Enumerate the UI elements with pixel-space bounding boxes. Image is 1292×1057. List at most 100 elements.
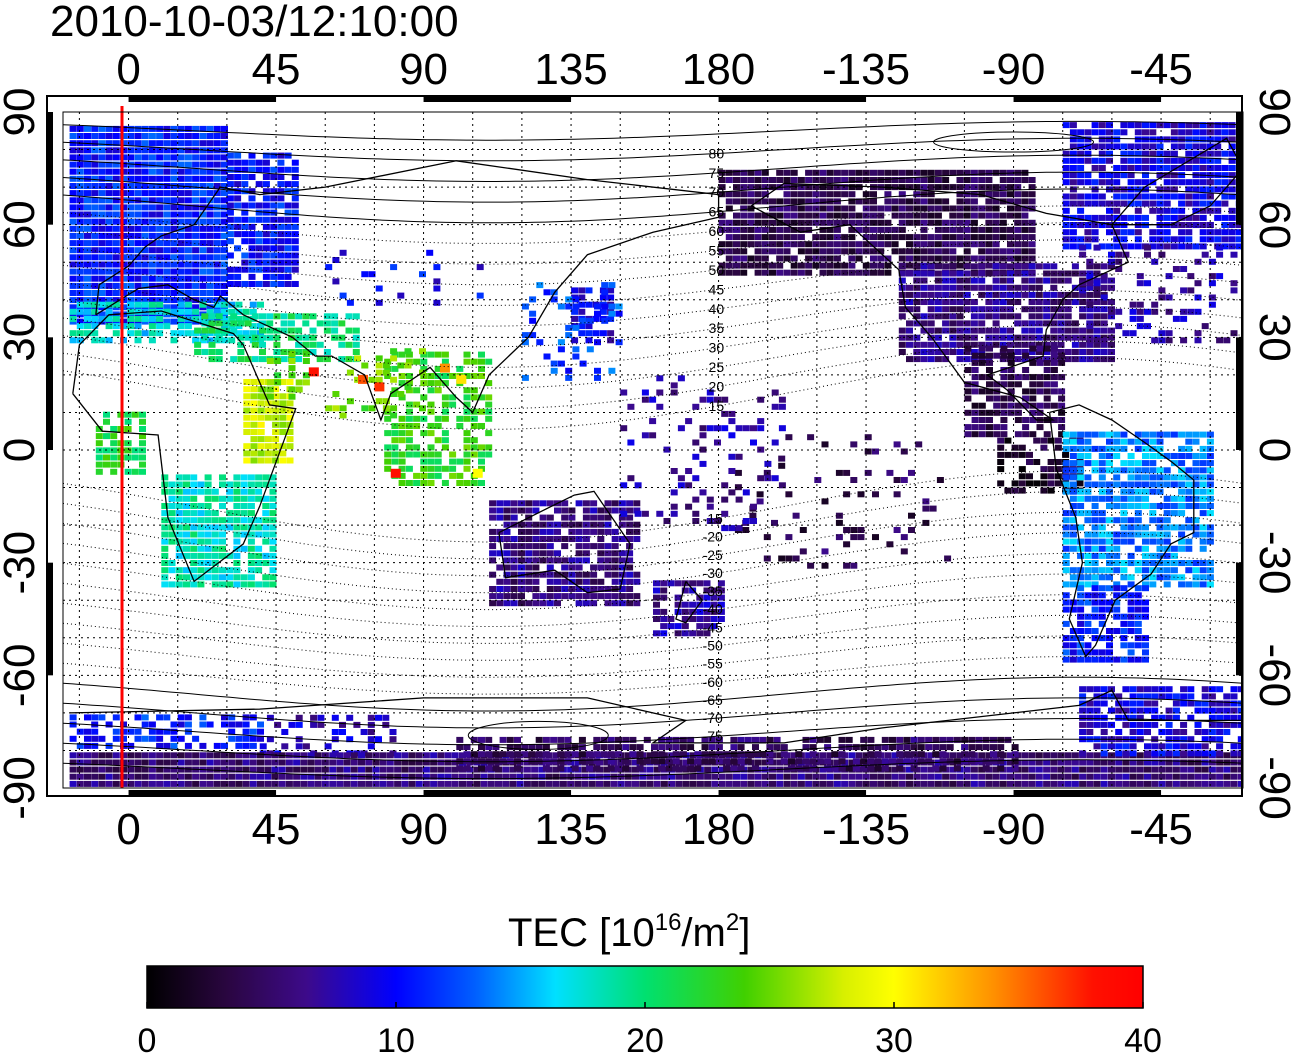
tec-cell xyxy=(545,773,553,780)
tec-cell xyxy=(1134,606,1142,613)
tec-cell xyxy=(1178,481,1186,488)
tec-cell xyxy=(1235,236,1243,243)
tec-cell xyxy=(1084,495,1092,502)
tec-cell xyxy=(568,564,576,571)
tec-cell xyxy=(1156,186,1164,193)
tec-cell xyxy=(279,421,287,428)
tec-cell xyxy=(390,412,398,419)
tec-cell xyxy=(539,557,547,564)
tec-cell xyxy=(1120,157,1128,164)
tec-cell xyxy=(134,140,142,147)
tec-cell xyxy=(740,205,748,212)
tec-cell xyxy=(1054,480,1062,487)
tec-cell xyxy=(721,396,729,403)
tec-cell xyxy=(1149,438,1157,445)
tec-cell xyxy=(546,536,554,542)
tec-cell xyxy=(1098,243,1106,250)
tec-cell xyxy=(1098,467,1106,474)
tec-cell xyxy=(956,349,964,355)
tec-cell xyxy=(1127,193,1135,200)
tec-cell xyxy=(710,616,718,622)
tec-cell xyxy=(309,349,317,355)
tec-cell xyxy=(408,759,416,766)
tec-cell xyxy=(641,396,649,403)
tec-cell xyxy=(561,593,569,600)
tec-cell xyxy=(168,567,176,574)
tec-cell xyxy=(76,268,84,275)
tec-cell xyxy=(1134,136,1142,143)
tec-cell xyxy=(386,766,394,773)
tec-cell xyxy=(287,313,295,320)
tec-cell xyxy=(148,254,156,261)
tec-cell xyxy=(76,261,84,268)
tec-cell xyxy=(1113,438,1121,445)
tec-cell xyxy=(248,159,256,166)
tec-cell xyxy=(1106,129,1113,136)
tec-cell xyxy=(235,773,243,780)
tec-cell xyxy=(1079,327,1087,334)
tec-cell xyxy=(112,218,120,225)
tec-cell xyxy=(234,181,242,188)
tec-cell xyxy=(235,766,243,773)
tec-cell xyxy=(1035,349,1043,355)
tec-cell xyxy=(372,780,380,787)
tec-cell xyxy=(91,766,99,773)
tec-cell xyxy=(286,407,294,414)
tec-cell xyxy=(98,225,106,232)
tec-cell xyxy=(1057,306,1065,313)
tec-cell xyxy=(1058,395,1066,402)
tec-cell xyxy=(139,426,146,432)
tec-cell xyxy=(1199,214,1207,221)
tec-cell xyxy=(877,234,885,241)
tec-cell xyxy=(1098,172,1106,179)
tec-cell xyxy=(747,262,755,269)
tec-cell xyxy=(163,133,171,139)
tec-cell xyxy=(1050,349,1058,355)
tec-cell xyxy=(1170,122,1178,129)
tec-cell xyxy=(503,536,511,542)
tec-cell xyxy=(510,500,518,507)
tec-cell xyxy=(826,184,834,191)
tec-cell xyxy=(84,204,91,211)
tec-cell xyxy=(518,528,525,535)
tec-cell xyxy=(1106,635,1113,642)
tec-cell xyxy=(721,510,729,517)
tec-cell xyxy=(578,301,586,308)
tec-cell xyxy=(247,560,255,566)
tec-cell xyxy=(898,212,906,219)
tec-cell xyxy=(201,334,209,341)
tec-cell xyxy=(1149,560,1157,566)
tec-cell xyxy=(1035,299,1043,305)
tec-cell xyxy=(84,742,91,749)
tec-cell xyxy=(1050,402,1058,409)
tec-cell xyxy=(1084,560,1092,566)
tec-cell xyxy=(76,290,84,296)
tec-cell xyxy=(906,177,913,183)
tec-cell xyxy=(1021,341,1029,348)
tec-cell xyxy=(1028,177,1036,183)
tec-cell xyxy=(1136,301,1144,308)
tec-cell xyxy=(170,297,178,304)
tec-cell xyxy=(272,393,280,400)
tec-cell xyxy=(375,369,383,376)
tec-cell xyxy=(575,586,583,592)
tec-cell xyxy=(1106,538,1113,545)
tec-cell xyxy=(790,191,798,198)
tec-cell xyxy=(416,788,423,794)
tec-cell xyxy=(985,226,993,233)
tec-cell xyxy=(247,552,255,559)
tec-cell xyxy=(1163,524,1171,531)
tec-cell xyxy=(1004,437,1012,444)
tec-cell xyxy=(1062,599,1070,606)
tec-cell xyxy=(1142,214,1149,221)
tec-cell xyxy=(262,195,270,202)
tec-cell xyxy=(1021,198,1029,205)
tec-cell xyxy=(1000,431,1008,438)
tec-cell xyxy=(235,721,243,728)
tec-cell xyxy=(112,133,120,139)
tec-cell xyxy=(1199,481,1207,488)
tec-cell xyxy=(608,367,616,374)
tec-cell xyxy=(1106,606,1113,613)
tec-cell xyxy=(539,543,547,550)
tec-cell xyxy=(177,147,185,154)
